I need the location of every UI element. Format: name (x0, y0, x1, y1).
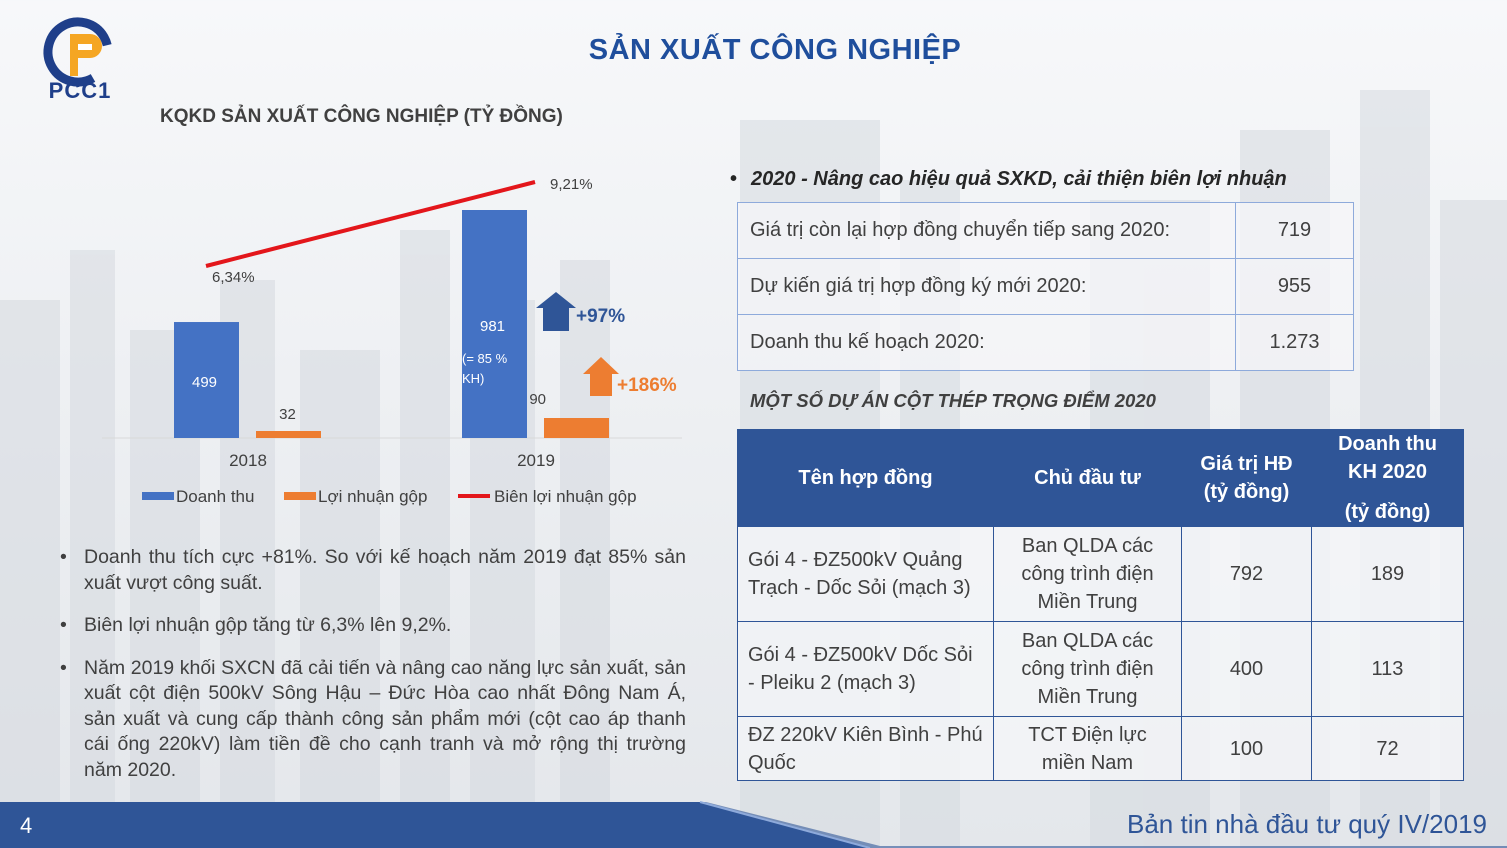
bullet-item: Biên lợi nhuận gộp tăng từ 6,3% lên 9,2%… (58, 613, 686, 639)
project-value: 792 (1181, 526, 1312, 622)
category-label: 2018 (229, 451, 267, 470)
margin-data-label: 6,34% (212, 269, 255, 286)
revenue-growth-label: +97% (576, 306, 625, 327)
bullet-item: Doanh thu tích cực +81%. So với kế hoạch… (58, 545, 686, 596)
revenue-bar (174, 322, 239, 438)
project-name: Gói 4 - ĐZ500kV Dốc Sỏi - Pleiku 2 (mạch… (737, 621, 994, 717)
projects-heading: MỘT SỐ DỰ ÁN CỘT THÉP TRỌNG ĐIỂM 2020 (750, 390, 1156, 411)
legend-label: Lợi nhuận gộp (318, 487, 427, 506)
plan-label: Doanh thu kế hoạch 2020: (737, 314, 1236, 371)
profit-data-label: 32 (279, 406, 296, 423)
header-rev-line: Doanh thu (1338, 433, 1437, 455)
header-value-line: Giá trị HĐ (1200, 453, 1293, 475)
header-rev-line: KH 2020 (1348, 461, 1427, 483)
project-owner: TCT Điện lực miền Nam (993, 716, 1182, 781)
plan-heading: • 2020 - Nâng cao hiệu quả SXKD, cải thiệ… (730, 168, 1287, 190)
revenue-profit-chart: 499 32 2018 981 90 2019 6,34% 9,21% (= 85 % KH) +9… (102, 176, 682, 506)
header-rev-unit: (tỷ đồng) (1344, 501, 1431, 523)
project-owner: Ban QLDA các công trình điện Miền Trung (993, 621, 1182, 717)
plan-table: Giá trị còn lại hợp đồng chuyển tiếp san… (737, 202, 1354, 371)
revenue-data-label: 499 (192, 374, 217, 391)
projects-table: Tên hợp đồng Chủ đầu tư Giá trị HĐ (tỷ đồ… (737, 429, 1464, 781)
revenue-bar (462, 210, 527, 438)
header-contract-value: Giá trị HĐ (tỷ đồng) (1181, 429, 1312, 527)
summary-bullets: Doanh thu tích cực +81%. So với kế hoạch… (58, 545, 686, 800)
revenue-data-label: 981 (480, 318, 505, 335)
table-row: ĐZ 220kV Kiên Bình - Phú Quốc TCT Điện l… (737, 716, 1464, 781)
profit-bar (256, 431, 321, 438)
footer-band (0, 801, 1507, 848)
profit-bar (544, 418, 609, 438)
profit-data-label: 90 (529, 391, 546, 408)
page-number: 4 (20, 813, 33, 838)
revenue-growth-arrow-icon (536, 292, 576, 331)
project-name: Gói 4 - ĐZ500kV Quảng Trạch - Dốc Sỏi (m… (737, 526, 994, 622)
legend-swatch-profit (284, 492, 316, 500)
plan-value: 955 (1235, 258, 1354, 315)
header-revenue-plan: Doanh thu KH 2020 (tỷ đồng) (1311, 429, 1464, 527)
revenue-note: (= 85 % (462, 351, 508, 366)
margin-data-label: 9,21% (550, 176, 593, 193)
project-owner: Ban QLDA các công trình điện Miền Trung (993, 526, 1182, 622)
table-row: Gói 4 - ĐZ500kV Dốc Sỏi - Pleiku 2 (mạch… (737, 621, 1464, 717)
plan-value: 719 (1235, 202, 1354, 259)
plan-label: Dự kiến giá trị hợp đồng ký mới 2020: (737, 258, 1236, 315)
footer-text: Bản tin nhà đầu tư quý IV/2019 (1126, 809, 1487, 839)
category-label: 2019 (517, 451, 555, 470)
project-name: ĐZ 220kV Kiên Bình - Phú Quốc (737, 716, 994, 781)
table-header-row: Tên hợp đồng Chủ đầu tư Giá trị HĐ (tỷ đồ… (737, 429, 1464, 527)
table-row: Dự kiến giá trị hợp đồng ký mới 2020: 95… (737, 258, 1354, 315)
project-value: 100 (1181, 716, 1312, 781)
profit-growth-label: +186% (617, 375, 677, 396)
project-revenue: 113 (1311, 621, 1464, 717)
pcc1-logo (43, 17, 113, 87)
page-title: SẢN XUẤT CÔNG NGHIỆP (588, 34, 962, 66)
table-row: Gói 4 - ĐZ500kV Quảng Trạch - Dốc Sỏi (m… (737, 526, 1464, 622)
project-value: 400 (1181, 621, 1312, 717)
legend-label: Doanh thu (176, 487, 254, 506)
revenue-note: KH) (462, 371, 484, 386)
plan-value: 1.273 (1235, 314, 1354, 371)
table-row: Giá trị còn lại hợp đồng chuyển tiếp san… (737, 202, 1354, 259)
profit-growth-arrow-icon (583, 357, 619, 396)
logo-text: PCC1 (48, 78, 112, 103)
margin-line (205, 180, 536, 268)
bullet-item: Năm 2019 khối SXCN đã cải tiến và nâng c… (58, 656, 686, 784)
header-value-unit: (tỷ đồng) (1203, 481, 1290, 503)
table-row: Doanh thu kế hoạch 2020: 1.273 (737, 314, 1354, 371)
project-revenue: 189 (1311, 526, 1464, 622)
project-revenue: 72 (1311, 716, 1464, 781)
chart-title: KQKD SẢN XUẤT CÔNG NGHIỆP (TỶ ĐỒNG) (160, 106, 563, 127)
header-contract-name: Tên hợp đồng (737, 429, 994, 527)
plan-label: Giá trị còn lại hợp đồng chuyển tiếp san… (737, 202, 1236, 259)
header-owner: Chủ đầu tư (993, 429, 1182, 527)
legend-label: Biên lợi nhuận gộp (494, 487, 637, 506)
plan-heading-text: 2020 - Nâng cao hiệu quả SXKD, cải thiện… (751, 168, 1287, 190)
legend-swatch-revenue (142, 492, 174, 500)
